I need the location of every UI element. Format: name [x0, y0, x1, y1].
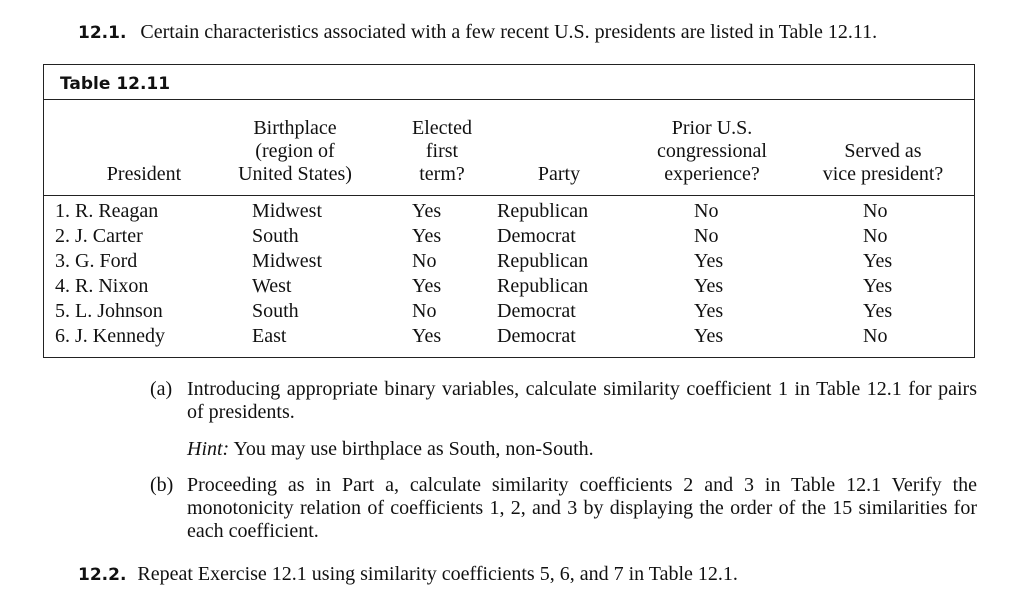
- exercise-12-2: 12.2. Repeat Exercise 12.1 using similari…: [78, 562, 738, 588]
- part-b-label: (b): [150, 474, 174, 496]
- exercise-12-1-intro: 12.1. Certain characteristics associated …: [78, 20, 877, 46]
- exercise-number: 12.1.: [78, 23, 127, 43]
- hint-text: You may use birthplace as South, non-Sou…: [233, 438, 594, 460]
- hint-label: Hint:: [187, 438, 230, 460]
- presidents-table: Table 12.11 President Birthplace (region …: [43, 64, 975, 358]
- header-birthplace: Birthplace (region of United States): [238, 117, 352, 185]
- exercise-text: Repeat Exercise 12.1 using similarity co…: [137, 563, 738, 585]
- header-party: Party: [537, 163, 581, 185]
- exercise-number: 12.2.: [78, 565, 127, 585]
- part-b: (b) Proceeding as in Part a, calculate s…: [150, 474, 980, 546]
- header-elected: Elected first term?: [412, 117, 472, 185]
- exercise-text: Certain characteristics associated with …: [140, 21, 878, 43]
- title-rule: [44, 99, 974, 100]
- part-a-text: Introducing appropriate binary variables…: [187, 378, 977, 423]
- part-a: (a) Introducing appropriate binary varia…: [150, 378, 980, 426]
- part-a-label: (a): [150, 378, 173, 400]
- header-congress: Prior U.S. congressional experience?: [657, 117, 767, 185]
- header-president: President: [106, 163, 182, 185]
- header-rule: [44, 195, 974, 196]
- part-b-text: Proceeding as in Part a, calculate simil…: [187, 474, 977, 542]
- table-title: Table 12.11: [60, 74, 171, 94]
- hint: Hint: You may use birthplace as South, n…: [187, 438, 977, 462]
- header-vice-president: Served as vice president?: [822, 140, 944, 185]
